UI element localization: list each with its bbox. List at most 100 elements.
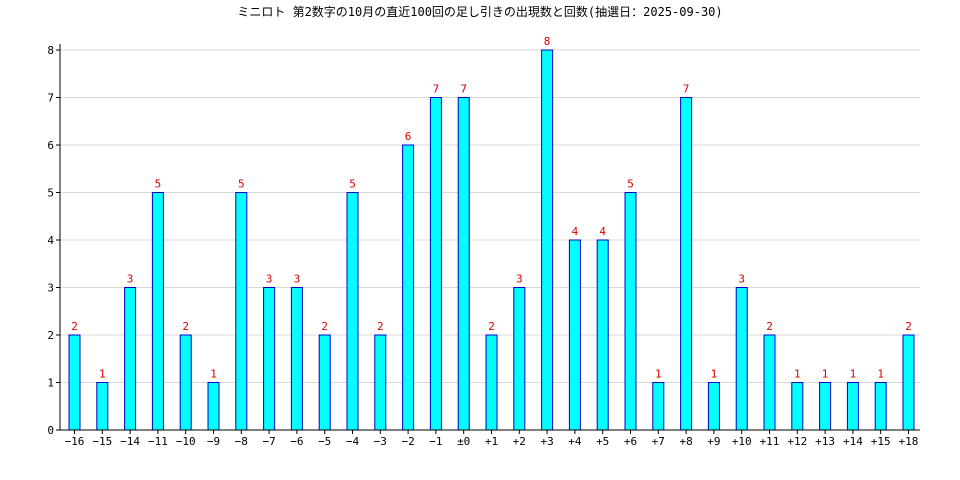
- x-tick-label: +18: [899, 435, 919, 448]
- bar: [513, 287, 526, 431]
- data-label: 2: [488, 320, 495, 333]
- x-tick-label: −6: [290, 435, 303, 448]
- y-tick-label: 3: [47, 282, 54, 295]
- bar: [124, 287, 137, 431]
- data-label: 6: [405, 130, 412, 143]
- data-label: 5: [238, 178, 245, 191]
- data-label: 7: [433, 83, 440, 96]
- x-tick-label: +2: [513, 435, 526, 448]
- bar: [763, 334, 776, 431]
- x-tick-label: −7: [262, 435, 275, 448]
- bar: [791, 382, 804, 431]
- bar: [263, 287, 276, 431]
- data-label: 3: [738, 273, 745, 286]
- y-tick-label: 0: [47, 424, 54, 437]
- bar: [68, 334, 81, 431]
- x-tick-label: +14: [843, 435, 863, 448]
- x-tick-label: +7: [652, 435, 665, 448]
- data-label: 3: [516, 273, 523, 286]
- data-label: 1: [655, 368, 662, 381]
- bar: [374, 334, 387, 431]
- data-label: 3: [294, 273, 301, 286]
- y-tick-label: 4: [47, 234, 54, 247]
- x-tick-label: −4: [346, 435, 360, 448]
- x-tick-label: −1: [429, 435, 442, 448]
- y-tick-label: 6: [47, 139, 54, 152]
- x-tick-label: +6: [624, 435, 637, 448]
- x-tick-label: −16: [65, 435, 85, 448]
- x-tick-label: −9: [207, 435, 220, 448]
- y-tick-label: 5: [47, 187, 54, 200]
- x-tick-label: +8: [679, 435, 692, 448]
- x-tick-label: +15: [871, 435, 891, 448]
- data-label: 1: [877, 368, 884, 381]
- data-label: 3: [127, 273, 134, 286]
- y-tick-label: 2: [47, 329, 54, 342]
- bar: [596, 239, 609, 431]
- x-tick-label: +13: [815, 435, 835, 448]
- data-label: 1: [850, 368, 857, 381]
- data-label: 8: [544, 35, 551, 48]
- data-label: 2: [71, 320, 78, 333]
- x-tick-label: ±0: [457, 435, 470, 448]
- bar: [541, 49, 554, 431]
- x-tick-label: −14: [120, 435, 140, 448]
- bar: [235, 192, 248, 431]
- x-tick-label: −10: [176, 435, 196, 448]
- bar: [902, 334, 915, 431]
- bar: [457, 97, 470, 431]
- x-tick-label: −2: [401, 435, 414, 448]
- bar: [402, 144, 415, 431]
- bar: [735, 287, 748, 431]
- bar: [151, 192, 164, 431]
- bar: [874, 382, 887, 431]
- y-tick-label: 8: [47, 44, 54, 57]
- x-tick-label: −11: [148, 435, 168, 448]
- data-label: 4: [572, 225, 579, 238]
- data-label: 4: [599, 225, 606, 238]
- bar: [207, 382, 220, 431]
- data-label: 2: [321, 320, 328, 333]
- data-label: 1: [711, 368, 718, 381]
- x-tick-label: +3: [540, 435, 553, 448]
- data-label: 2: [377, 320, 384, 333]
- x-tick-label: −15: [92, 435, 112, 448]
- data-label: 3: [266, 273, 273, 286]
- bar: [846, 382, 859, 431]
- x-tick-label: +5: [596, 435, 609, 448]
- x-tick-label: +1: [485, 435, 498, 448]
- data-label: 2: [905, 320, 912, 333]
- bar: [318, 334, 331, 431]
- data-label: 7: [683, 83, 690, 96]
- x-tick-label: +4: [568, 435, 582, 448]
- bar: [485, 334, 498, 431]
- y-tick-label: 7: [47, 92, 54, 105]
- data-label: 5: [627, 178, 634, 191]
- data-label: 1: [794, 368, 801, 381]
- chart-title: ミニロト 第2数字の10月の直近100回の足し引きの出現数と回数(抽選日：202…: [237, 5, 723, 19]
- bar: [624, 192, 637, 431]
- bar: [179, 334, 192, 431]
- bar: [290, 287, 303, 431]
- bar: [707, 382, 720, 431]
- bar: [680, 97, 693, 431]
- bar: [429, 97, 442, 431]
- data-label: 5: [349, 178, 356, 191]
- bar: [346, 192, 359, 431]
- data-label: 1: [210, 368, 217, 381]
- x-tick-label: +9: [707, 435, 720, 448]
- x-tick-label: −5: [318, 435, 331, 448]
- data-label: 2: [182, 320, 189, 333]
- data-label: 1: [99, 368, 106, 381]
- bar: [96, 382, 109, 431]
- bar: [652, 382, 665, 431]
- x-tick-label: +12: [787, 435, 807, 448]
- data-label: 5: [155, 178, 162, 191]
- x-tick-label: +11: [760, 435, 780, 448]
- x-tick-label: −8: [235, 435, 248, 448]
- data-label: 7: [460, 83, 467, 96]
- data-label: 1: [822, 368, 829, 381]
- data-label: 2: [766, 320, 773, 333]
